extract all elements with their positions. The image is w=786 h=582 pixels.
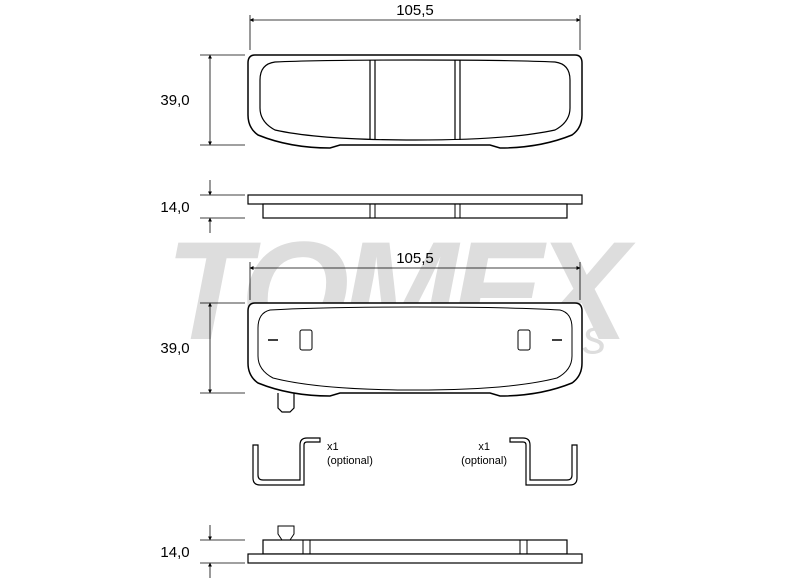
bottom-pad-face: 105,5 39,0: [160, 250, 582, 412]
top-friction: [260, 60, 570, 140]
dim-width-top: 105,5: [396, 2, 434, 19]
dim-thickness-top: 14,0: [160, 199, 189, 216]
top-pad-face: 105,5 39,0: [160, 2, 582, 148]
dim-height-bottom: 39,0: [160, 340, 189, 357]
clip-right: [510, 438, 577, 485]
dim-width-bottom: 105,5: [396, 250, 434, 267]
top-side-backing: [248, 195, 582, 204]
top-side-friction: [263, 204, 567, 218]
clips-group: x1 (optional) x1 (optional): [253, 438, 577, 485]
top-pad-side: 14,0: [160, 180, 582, 233]
diagram-svg: 105,5 39,0 14,0 105,5: [0, 0, 786, 582]
diagram-container: 105,5 39,0 14,0 105,5: [0, 0, 786, 582]
wear-indicator: [278, 393, 294, 412]
dim-thickness-bottom: 14,0: [160, 544, 189, 561]
bottom-side-backing: [248, 554, 582, 563]
dim-height-top: 39,0: [160, 92, 189, 109]
bottom-side-friction: [263, 540, 567, 554]
clip-right-qty: x1: [478, 441, 490, 453]
clip-left-qty: x1: [327, 441, 339, 453]
clip-right-note: (optional): [461, 455, 507, 467]
bottom-pad-side: 14,0: [160, 525, 582, 578]
clip-left: [253, 438, 320, 485]
clip-left-note: (optional): [327, 455, 373, 467]
